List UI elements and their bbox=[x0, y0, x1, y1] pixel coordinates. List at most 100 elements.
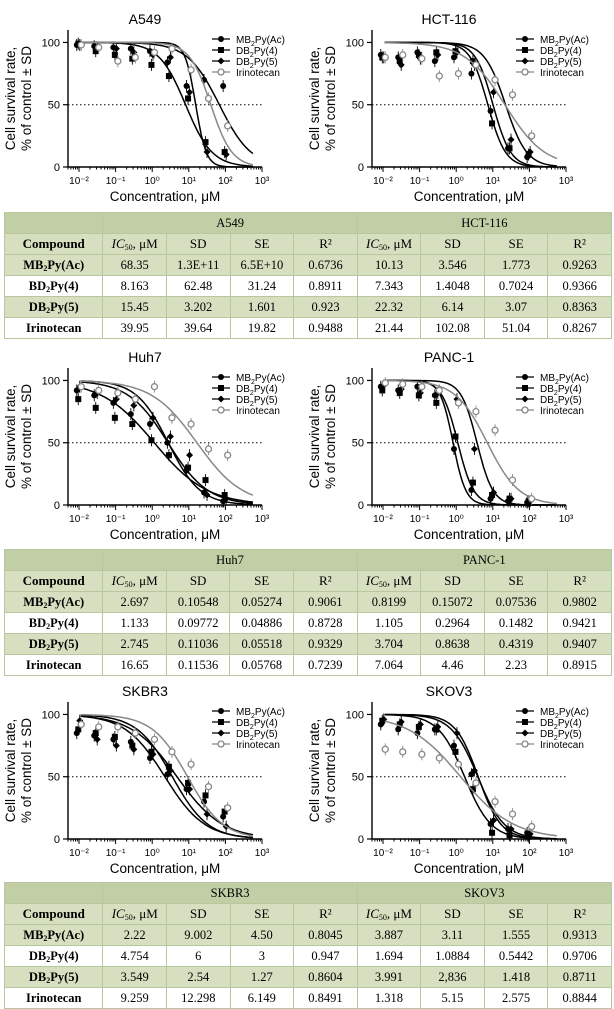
table-cell: 0.1482 bbox=[483, 612, 549, 634]
data-point bbox=[435, 386, 443, 395]
data-point bbox=[131, 53, 139, 62]
table-cell: 4.50 bbox=[229, 924, 295, 946]
data-point bbox=[95, 386, 103, 395]
fit-curve bbox=[80, 714, 253, 839]
series-circle bbox=[73, 381, 253, 508]
cell-line-header: SKOV3 bbox=[356, 882, 613, 904]
x-tick-label: 10³ bbox=[559, 176, 574, 187]
legend-label: DB2Py(5) bbox=[236, 57, 278, 70]
table-cell: 1.694 bbox=[356, 945, 422, 967]
data-point bbox=[508, 476, 517, 484]
table-corner bbox=[3, 882, 104, 904]
table-row: BD2Py(4) 1.133 0.09772 0.04886 0.8728 1.105 0.… bbox=[3, 612, 612, 634]
data-point bbox=[221, 149, 228, 156]
data-point bbox=[526, 148, 534, 156]
x-tick-label: 10³ bbox=[559, 848, 574, 859]
x-tick-label: 10⁰ bbox=[449, 514, 464, 525]
r2-header: R² bbox=[293, 233, 358, 255]
data-point bbox=[528, 132, 536, 140]
data-point bbox=[165, 73, 172, 80]
table-cell: 0.9329 bbox=[293, 633, 358, 655]
results-table-1: A549 HCT-116 Compound IC50, μM SD SE R² IC50, μ… bbox=[3, 212, 613, 339]
table-cell: 0.8267 bbox=[547, 317, 612, 339]
y-tick-label: 0 bbox=[358, 162, 364, 174]
r2-header: R² bbox=[293, 570, 358, 592]
table-cell: 2,836 bbox=[420, 966, 485, 988]
table-cell: 0.8604 bbox=[293, 966, 358, 988]
table-cell: 3.07 bbox=[483, 296, 549, 318]
x-axis-label: Concentration, μM bbox=[110, 861, 221, 876]
x-axis-label: Concentration, μM bbox=[110, 189, 221, 204]
legend-label: Irinotecan bbox=[540, 68, 584, 79]
x-tick-label: 10⁻² bbox=[69, 514, 89, 525]
data-point bbox=[95, 723, 103, 731]
table-cell: 0.5442 bbox=[483, 945, 549, 967]
data-point bbox=[187, 420, 195, 428]
fit-curve bbox=[384, 379, 558, 505]
table-cell: 6.149 bbox=[229, 987, 295, 1009]
legend-label: MB2Py(Ac) bbox=[540, 707, 589, 720]
data-point bbox=[111, 414, 118, 421]
legend-marker bbox=[218, 385, 224, 391]
table-cell: 6 bbox=[165, 945, 231, 967]
legend-marker bbox=[217, 729, 225, 737]
data-point bbox=[397, 61, 405, 69]
data-point bbox=[415, 723, 422, 730]
y-tick-label: 0 bbox=[54, 834, 60, 846]
legend: MB2Py(Ac)DB2Py(4)DB2Py(5)Irinotecan bbox=[516, 707, 589, 751]
y-tick-label: 50 bbox=[352, 100, 364, 112]
legend-label: DB2Py(4) bbox=[236, 384, 278, 397]
table-cell: 1.3E+11 bbox=[165, 254, 231, 276]
se-header: SE bbox=[483, 233, 549, 255]
table-cell: 0.09772 bbox=[165, 612, 231, 634]
x-tick-label: 10⁻² bbox=[373, 176, 393, 187]
data-point bbox=[187, 66, 195, 74]
data-point bbox=[453, 729, 461, 737]
chart-title: SKBR3 bbox=[122, 683, 168, 699]
results-table-2: Huh7 PANC-1 Compound IC50, μM SD SE R² IC50, μM… bbox=[3, 549, 613, 676]
x-tick-label: 10⁻¹ bbox=[106, 176, 126, 187]
x-tick-label: 10¹ bbox=[486, 514, 501, 525]
cell-line-header: A549 bbox=[102, 212, 358, 234]
data-point bbox=[204, 445, 213, 453]
table-row: Irinotecan 39.95 39.64 19.82 0.9488 21.44 102.… bbox=[3, 317, 612, 339]
x-tick-label: 10³ bbox=[255, 176, 270, 187]
table-cell: 0.6736 bbox=[293, 254, 358, 276]
sd-header: SD bbox=[420, 903, 485, 925]
fit-curve bbox=[80, 713, 254, 837]
data-point bbox=[130, 745, 138, 753]
data-point bbox=[150, 383, 159, 391]
data-point bbox=[202, 792, 209, 799]
data-point bbox=[166, 767, 174, 774]
legend-marker bbox=[522, 708, 528, 714]
x-tick-label: 10² bbox=[218, 176, 233, 187]
table-cell: 0.05518 bbox=[229, 633, 295, 655]
y-axis-label: % of control ± SD bbox=[323, 46, 338, 151]
ic50-header: IC50, μM bbox=[356, 903, 422, 925]
legend-marker bbox=[217, 740, 225, 748]
data-point bbox=[435, 72, 443, 80]
table-row: DB2Py(5) 2.745 0.11036 0.05518 0.9329 3.704 0.… bbox=[3, 633, 612, 655]
data-point bbox=[433, 399, 440, 406]
data-point bbox=[452, 748, 459, 755]
fit-curve bbox=[80, 41, 254, 166]
table-cell: 0.11536 bbox=[165, 654, 231, 676]
table-column-header: Compound IC50, μM SD SE R² IC50, μM SD SE R² bbox=[3, 903, 612, 925]
data-point bbox=[450, 54, 457, 61]
data-point bbox=[491, 76, 499, 84]
compound-name: DB2Py(5) bbox=[3, 966, 104, 988]
data-point bbox=[489, 492, 496, 499]
x-tick-label: 10⁻¹ bbox=[410, 848, 430, 859]
se-header: SE bbox=[483, 903, 549, 925]
series-open-circle bbox=[381, 720, 558, 837]
data-point bbox=[112, 45, 120, 53]
x-tick-label: 10⁰ bbox=[449, 176, 464, 187]
legend-marker bbox=[218, 47, 224, 53]
x-tick-label: 10⁻² bbox=[373, 514, 393, 525]
x-tick-label: 10² bbox=[522, 176, 537, 187]
legend-marker bbox=[522, 36, 528, 42]
legend: MB2Py(Ac)DB2Py(4)DB2Py(5)Irinotecan bbox=[212, 373, 285, 417]
table-cell: 2.23 bbox=[483, 654, 549, 676]
chart-title: HCT-116 bbox=[422, 11, 477, 27]
table-corner bbox=[3, 212, 104, 234]
